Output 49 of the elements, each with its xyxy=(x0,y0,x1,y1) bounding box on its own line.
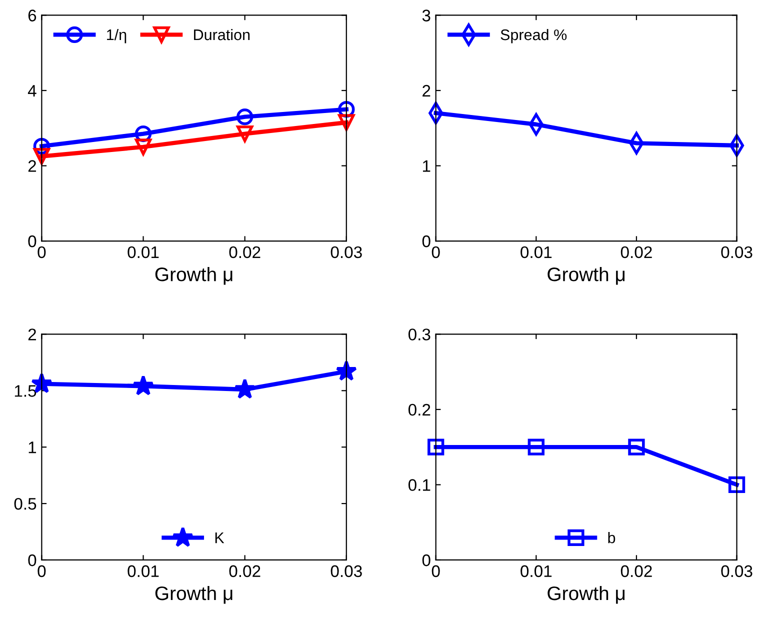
y-tick-label: 0 xyxy=(422,235,430,248)
x-axis-title: Growth μ xyxy=(155,586,232,604)
x-axis-title: Growth μ xyxy=(155,266,232,285)
y-tick-label: 1.5 xyxy=(14,385,36,397)
x-tick-label: 0 xyxy=(38,565,46,578)
x-tick-label: 0.03 xyxy=(330,246,362,258)
x-tick-label: 0.02 xyxy=(229,565,260,578)
x-tick-label: 0.03 xyxy=(721,246,752,258)
x-axis-title: Growth μ xyxy=(548,586,625,604)
y-tick-label: 1 xyxy=(422,160,430,172)
point xyxy=(336,360,358,381)
x-tick-label: 0.02 xyxy=(229,246,260,258)
y-tick-label: 2 xyxy=(28,328,36,340)
point xyxy=(338,114,355,131)
legend-label: b xyxy=(608,532,616,544)
y-tick-label: 3 xyxy=(422,10,430,22)
x-tick-label: 0.01 xyxy=(128,246,159,258)
x-tick-label: 0 xyxy=(432,246,440,258)
x-axis-title: Growth μ xyxy=(548,266,625,285)
y-tick-label: 6 xyxy=(28,10,36,22)
y-tick-label: 2 xyxy=(422,84,430,97)
legend-label: Spread % xyxy=(500,28,567,44)
x-tick-label: 0.02 xyxy=(620,565,652,578)
x-tick-label: 0.03 xyxy=(721,565,752,578)
x-tick-label: 0.01 xyxy=(520,565,552,578)
x-tick-label: 0 xyxy=(38,246,46,258)
y-tick-label: 0 xyxy=(28,235,36,248)
x-tick-label: 0 xyxy=(432,565,440,578)
x-tick-label: 0.01 xyxy=(520,246,552,258)
y-tick-label: 2 xyxy=(28,160,36,172)
y-tick-label: 0 xyxy=(28,554,36,566)
x-tick-label: 0.03 xyxy=(330,565,362,578)
legend-label: Duration xyxy=(194,28,250,40)
y-tick-label: 4 xyxy=(28,85,36,97)
legend-label: K xyxy=(215,532,224,544)
legend-label: 1/η xyxy=(107,28,126,44)
y-tick-label: 0.1 xyxy=(408,479,430,491)
point xyxy=(236,125,254,142)
y-tick-label: 0.2 xyxy=(408,404,430,416)
y-tick-label: 0 xyxy=(422,554,430,566)
y-tick-label: 1 xyxy=(28,442,36,454)
point xyxy=(236,108,254,126)
y-tick-label: 0.3 xyxy=(408,328,430,340)
point xyxy=(132,375,154,396)
x-tick-label: 0.02 xyxy=(620,246,652,258)
y-tick-label: 0.5 xyxy=(14,498,36,510)
point xyxy=(234,378,256,399)
point xyxy=(134,138,152,156)
x-tick-label: 0.01 xyxy=(128,565,159,578)
